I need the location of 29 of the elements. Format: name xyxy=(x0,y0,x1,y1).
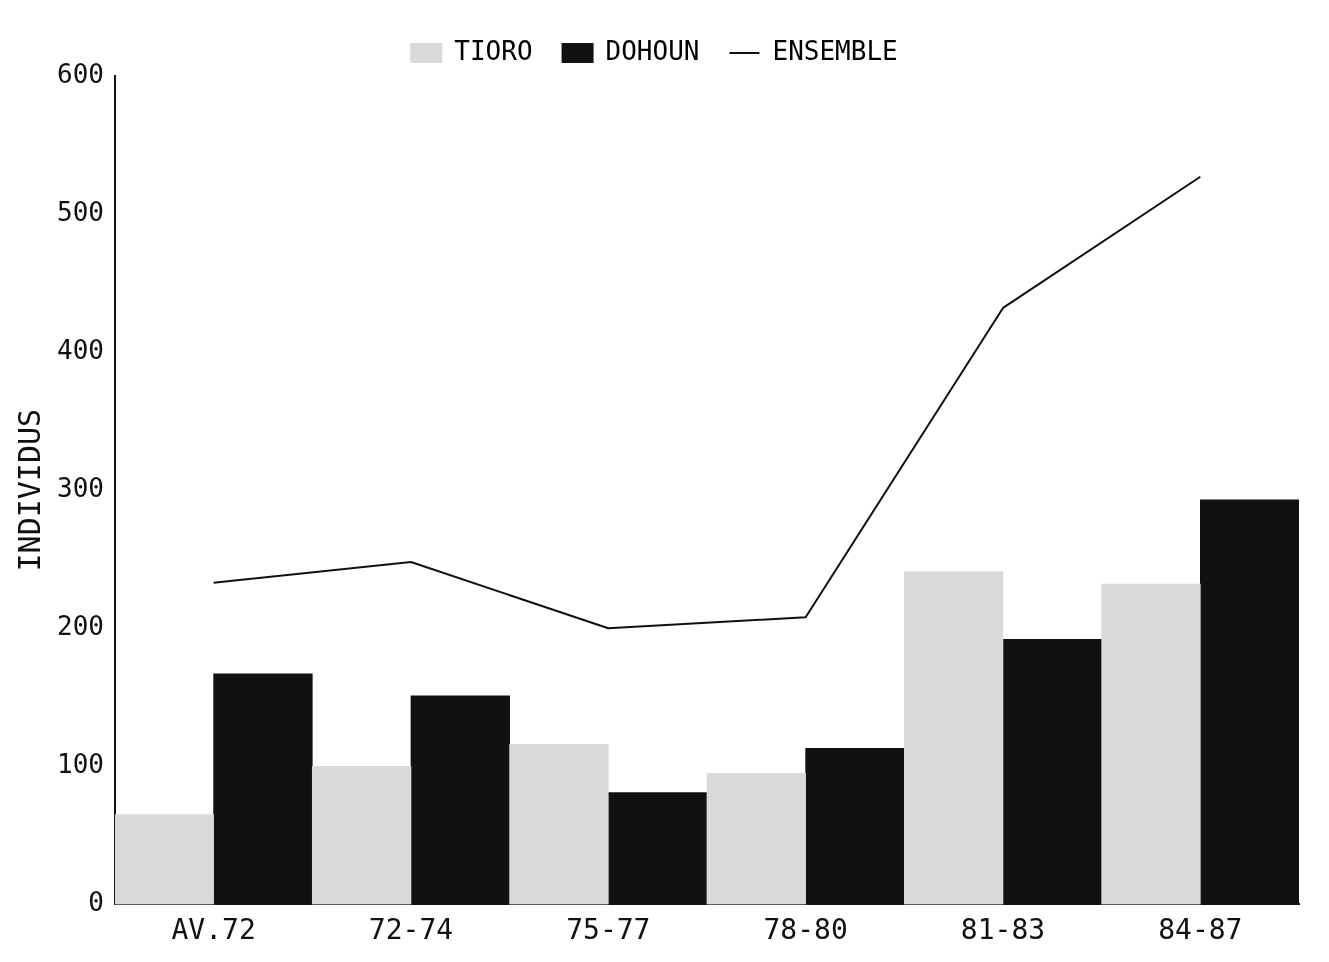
x-tick-label: 78-80 xyxy=(763,913,848,947)
legend-label: TIORO xyxy=(454,35,533,66)
y-tick-label: 0 xyxy=(88,887,104,918)
bar xyxy=(114,814,214,905)
bar xyxy=(1002,638,1102,905)
bar xyxy=(213,673,313,905)
bar xyxy=(805,748,905,905)
x-tick-label: 84-87 xyxy=(1158,913,1243,947)
y-axis-title: INDIVIDUS xyxy=(11,408,47,572)
y-tick-label: 200 xyxy=(56,611,104,642)
y-tick-label: 300 xyxy=(56,472,104,503)
x-tick-label: 75-77 xyxy=(566,913,651,947)
y-tick-label: 600 xyxy=(56,58,104,89)
bar xyxy=(410,695,510,905)
x-tick-label: 72-74 xyxy=(368,913,454,947)
bar xyxy=(607,792,708,905)
bar xyxy=(1101,583,1201,905)
y-tick-label: 500 xyxy=(56,196,104,227)
bar xyxy=(1200,499,1299,905)
bar xyxy=(903,571,1004,905)
bar xyxy=(706,772,806,905)
legend-label: ENSEMBLE xyxy=(772,35,898,66)
legend-label: DOHOUN xyxy=(605,35,700,66)
y-tick-label: 100 xyxy=(56,749,104,780)
bar xyxy=(311,766,412,905)
x-tick-label: AV.72 xyxy=(171,913,256,947)
y-tick-label: 400 xyxy=(56,334,104,365)
x-tick-label: 81-83 xyxy=(960,913,1046,947)
bar xyxy=(509,743,609,905)
